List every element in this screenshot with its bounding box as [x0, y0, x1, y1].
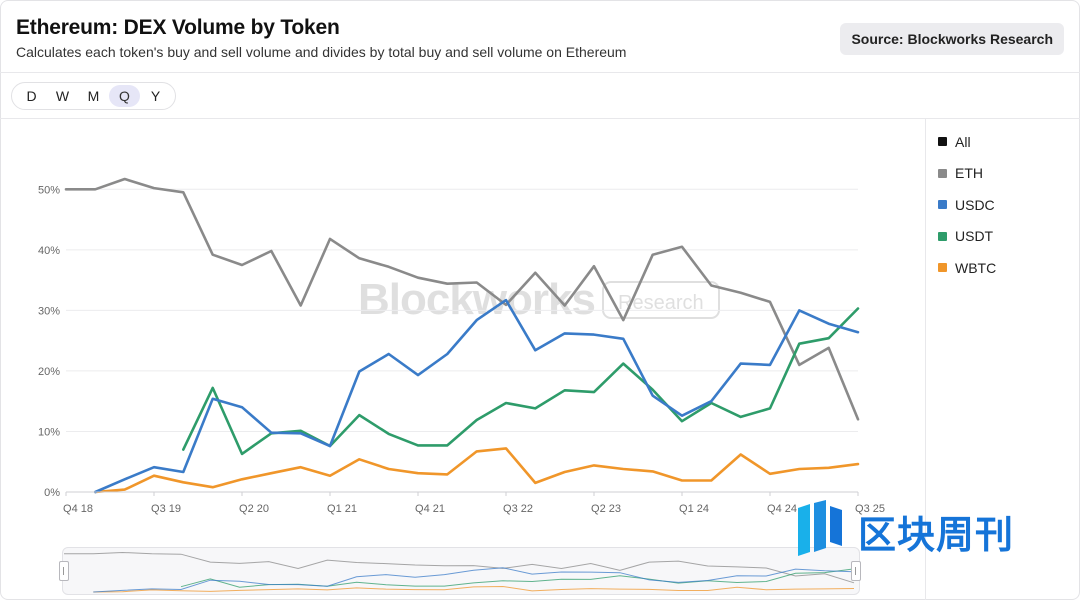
x-tick-label: Q3 19 [151, 503, 181, 515]
chart-title: Ethereum: DEX Volume by Token [16, 16, 340, 39]
y-tick-label: 40% [38, 245, 60, 257]
legend-item-usdt[interactable]: USDT [938, 221, 996, 253]
legend-swatch-usdc [938, 200, 947, 210]
y-tick-label: 0% [44, 487, 60, 499]
legend-label-wbtc: WBTC [955, 259, 997, 276]
toolbar-divider [0, 118, 1080, 119]
series-line-usdc[interactable] [94, 298, 860, 494]
y-tick-label: 50% [38, 184, 60, 196]
range-navigator-track [62, 547, 860, 595]
range-start-handle[interactable] [59, 561, 69, 581]
series-line-wbtc[interactable] [94, 447, 860, 494]
x-tick-label: Q4 18 [63, 503, 93, 515]
x-tick-label: Q2 23 [591, 503, 621, 515]
x-tick-label: Q1 24 [679, 503, 709, 515]
header-divider [0, 72, 1080, 73]
period-week-button[interactable]: W [55, 88, 70, 104]
source-badge[interactable]: Source: Blockworks Research [840, 23, 1064, 55]
legend-label-usdc: USDC [955, 196, 995, 213]
legend-item-wbtc[interactable]: WBTC [938, 252, 996, 284]
legend: All ETH USDC USDT WBTC [938, 126, 996, 284]
y-tick-label: 10% [38, 426, 60, 438]
x-tick-label: Q1 21 [327, 503, 357, 515]
legend-divider [925, 119, 926, 600]
legend-item-eth[interactable]: ETH [938, 158, 996, 190]
overview-line-usdc [93, 567, 855, 593]
legend-item-all[interactable]: All [938, 126, 996, 158]
watermark-sub: Research [618, 292, 704, 314]
series-line-usdt[interactable] [182, 307, 860, 456]
period-month-button[interactable]: M [87, 88, 100, 104]
series-line-eth[interactable] [64, 177, 860, 421]
line-chart: Blockworks Research 0% 10% 20% 30% 40% 50% Q4… [38, 177, 885, 515]
x-tick-label: Q4 24 [767, 503, 797, 515]
period-day-button[interactable]: D [26, 88, 37, 104]
corner-logo: 区块周刊 [796, 500, 1066, 560]
x-tick-label: Q3 25 [855, 503, 885, 515]
x-tick-label: Q3 22 [503, 503, 533, 515]
watermark-box [602, 281, 720, 319]
chart-subtitle: Calculates each token's buy and sell vol… [16, 44, 627, 60]
watermark: Blockworks Research [358, 275, 720, 324]
legend-swatch-wbtc [938, 263, 947, 273]
period-quarter-button[interactable]: Q [109, 85, 140, 107]
x-tick-label: Q2 20 [239, 503, 269, 515]
legend-item-usdc[interactable]: USDC [938, 189, 996, 221]
range-navigator[interactable] [59, 547, 862, 595]
y-tick-label: 20% [38, 366, 60, 378]
range-end-handle[interactable] [851, 561, 861, 581]
overview-line-wbtc [93, 585, 855, 593]
y-tick-label: 30% [38, 305, 60, 317]
x-tick-label: Q4 21 [415, 503, 445, 515]
overview-line-eth [64, 551, 855, 584]
legend-label-usdt: USDT [955, 228, 994, 245]
legend-swatch-usdt [938, 231, 947, 241]
range-navigator-preview [64, 551, 855, 593]
period-toggle: D W M Q Y [11, 82, 176, 110]
corner-logo-text: 区块周刊 [858, 513, 1015, 557]
legend-label-all: All [955, 133, 971, 150]
corner-logo-mark-icon [798, 500, 842, 556]
period-year-button[interactable]: Y [150, 88, 161, 104]
legend-swatch-all [938, 137, 947, 147]
legend-label-eth: ETH [955, 165, 983, 182]
legend-swatch-eth [938, 168, 947, 178]
